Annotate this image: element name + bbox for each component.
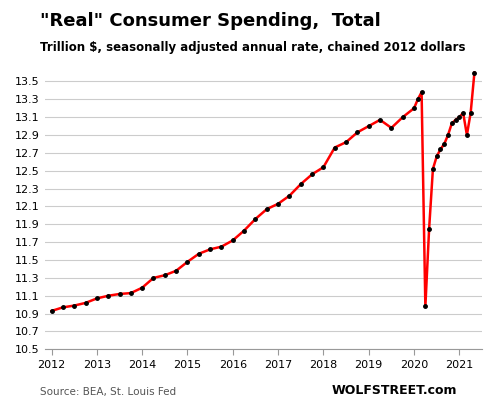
Text: Source: BEA, St. Louis Fed: Source: BEA, St. Louis Fed xyxy=(40,387,176,397)
Text: "Real" Consumer Spending,  Total: "Real" Consumer Spending, Total xyxy=(40,12,381,30)
Text: Trillion $, seasonally adjusted annual rate, chained 2012 dollars: Trillion $, seasonally adjusted annual r… xyxy=(40,40,465,53)
Text: WOLFSTREET.com: WOLFSTREET.com xyxy=(331,384,457,397)
